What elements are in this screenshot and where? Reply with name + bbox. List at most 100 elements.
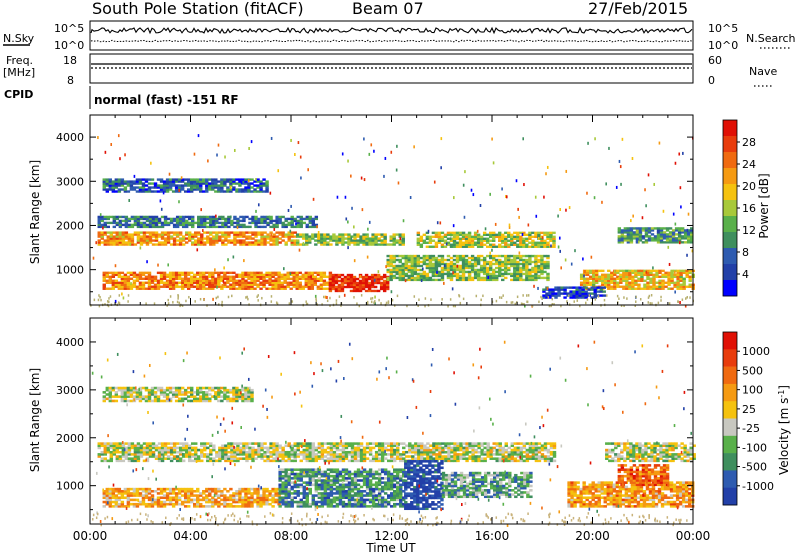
heatmap-cell [283, 281, 287, 284]
heatmap-cell [356, 442, 361, 445]
heatmap-cell [380, 241, 384, 244]
heatmap-cell [202, 182, 206, 185]
heatmap-cell [329, 239, 333, 242]
heatmap-cell [138, 500, 143, 504]
heatmap-cell [283, 277, 287, 280]
heatmap-cell [531, 245, 535, 248]
heatmap-cell [682, 281, 686, 284]
nsky-label: N.Sky [3, 32, 35, 45]
heatmap-cell [329, 450, 334, 454]
heatmap-cell [115, 221, 120, 225]
nsearch-label: N.Search [746, 32, 796, 45]
heatmap-cell [470, 237, 475, 241]
heatmap-cell [541, 297, 543, 300]
heatmap-cell [178, 219, 183, 223]
heatmap-cell [263, 235, 267, 238]
heatmap-cell [154, 448, 159, 452]
heatmap-cell [346, 281, 351, 285]
heatmap-cell [230, 231, 234, 234]
heatmap-cell [620, 235, 625, 238]
heatmap-cell [522, 245, 526, 248]
heatmap-cell [245, 459, 249, 463]
heatmap-cell [337, 273, 342, 277]
heatmap-cell [266, 217, 270, 221]
heatmap-cell [171, 190, 176, 193]
heatmap-cell [114, 494, 119, 497]
heatmap-cell [411, 450, 415, 454]
heatmap-cell [681, 298, 684, 301]
heatmap-cell [464, 278, 469, 282]
heatmap-cell [111, 505, 116, 508]
heatmap-cell [334, 289, 339, 293]
heatmap-cell [437, 278, 442, 282]
heatmap-cell [277, 281, 281, 284]
y-tick-label: 1000 [56, 264, 84, 277]
heatmap-cell [467, 264, 472, 268]
heatmap-cell [615, 185, 618, 189]
heatmap-cell [452, 224, 455, 228]
nsky-tick-bottom: 10^0 [54, 39, 84, 52]
heatmap-cell [262, 281, 266, 284]
heatmap-cell [326, 237, 330, 240]
heatmap-cell [135, 489, 140, 493]
heatmap-cell [687, 212, 690, 216]
heatmap-cell [283, 273, 287, 277]
heatmap-cell [358, 283, 363, 287]
heatmap-cell [534, 241, 538, 244]
heatmap-cell [167, 302, 170, 305]
heatmap-cell [361, 208, 364, 212]
colorbar-swatch [723, 216, 737, 233]
heatmap-cell [528, 457, 533, 460]
heatmap-cell [331, 283, 336, 287]
heatmap-cell [488, 272, 493, 276]
heatmap-cell [476, 258, 481, 262]
heatmap-cell [117, 487, 122, 491]
heatmap-cell [653, 235, 658, 238]
heatmap-cell [236, 241, 240, 244]
heatmap-cell [162, 186, 167, 189]
heatmap-cell [217, 303, 220, 306]
heatmap-cell [377, 233, 381, 236]
heatmap-cell [413, 268, 418, 272]
heatmap-cell [142, 239, 147, 242]
heatmap-cell [359, 237, 363, 240]
heatmap-cell [673, 285, 677, 288]
heatmap-cell [120, 279, 125, 282]
heatmap-cell [124, 219, 129, 223]
heatmap-cell [298, 277, 302, 280]
heatmap-cell [287, 442, 291, 445]
heatmap-cell [470, 245, 475, 248]
heatmap-cell [308, 237, 312, 240]
heatmap-cell [350, 239, 354, 242]
heatmap-cell [323, 448, 328, 452]
heatmap-cell [572, 294, 576, 297]
heatmap-cell [656, 235, 661, 238]
heatmap-cell [385, 265, 387, 269]
heatmap-cell [245, 455, 249, 458]
heatmap-cell [479, 235, 484, 239]
heatmap-cell [230, 444, 234, 448]
heatmap-cell [492, 457, 496, 460]
heatmap-cell [492, 243, 496, 246]
heatmap-cell [658, 279, 662, 282]
heatmap-cell [117, 271, 122, 275]
heatmap-cell [261, 296, 263, 300]
heatmap-cell [546, 276, 550, 280]
heatmap-cell [190, 281, 194, 284]
heatmap-cell [250, 287, 254, 290]
heatmap-cell [141, 178, 146, 181]
heatmap-cell [495, 459, 499, 463]
heatmap-cell [588, 271, 593, 275]
heatmap-cell [337, 283, 342, 287]
heatmap-cell [304, 281, 308, 284]
heatmap-cell [178, 233, 183, 236]
heatmap-cell [269, 191, 272, 195]
heatmap-cell [122, 296, 125, 300]
heatmap-cell [314, 294, 317, 298]
heatmap-cell [124, 442, 129, 445]
heatmap-cell [471, 446, 475, 450]
heatmap-cell [242, 217, 246, 221]
heatmap-cell [444, 450, 448, 454]
heatmap-cell [301, 275, 305, 279]
heatmap-cell [465, 453, 469, 456]
